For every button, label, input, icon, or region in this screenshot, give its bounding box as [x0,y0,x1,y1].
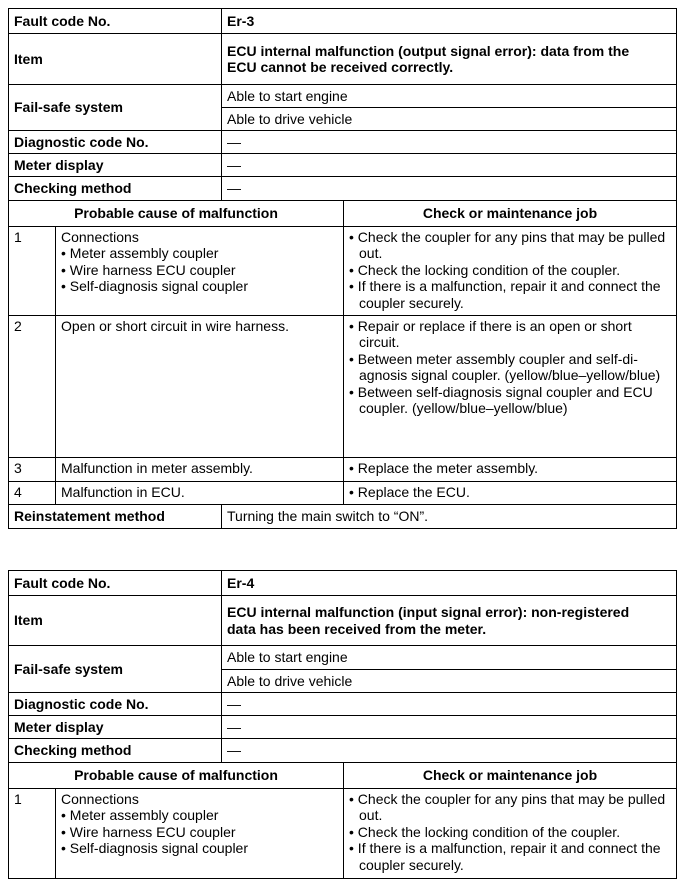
item-line: ECU internal malfunction (output signal … [227,42,630,59]
item-line: data has been received from the meter. [227,620,487,637]
diagnostic-label: Diagnostic code No. [8,130,222,154]
probable-cause: Connections • Meter assembly coupler • Wir… [54,225,345,316]
checking-label: Checking method [8,738,222,763]
meter-value: — [221,153,677,177]
row-number: 1 [8,225,56,316]
fault-table-er4: Fault code No. Er-4 Item ECU internal malfu… [7,570,677,879]
probable-cause: Malfunction in meter assembly. [54,456,345,482]
check-line: • Between meter assembly coupler and sel… [349,350,661,384]
cause-line: • Self-diagnosis signal coupler [61,840,249,856]
row-number: 2 [8,314,56,458]
check-line: • Check the locking condition of the cou… [349,823,621,840]
cause-line: • Wire harness ECU coupler [61,261,236,278]
cause-header: Probable cause of malfunction [7,201,345,227]
table-row: 2 Open or short circuit in wire harness. •… [8,314,677,458]
checking-value: — [221,176,677,201]
probable-cause: Open or short circuit in wire harness. [54,314,345,458]
check-job: • Check the coupler for any pins that ma… [343,225,677,316]
item-label: Item [8,33,222,85]
diagnostic-value: — [221,130,677,154]
check-job: • Replace the ECU. [343,480,677,505]
table-row: 1 Connections • Meter assembly coupler • Wi… [8,787,677,879]
check-line: • Repair or replace if there is an open … [349,317,632,351]
meter-label: Meter display [8,715,222,739]
diagnostic-label: Diagnostic code No. [8,692,222,716]
item-value: ECU internal malfunction (input signal e… [221,595,677,646]
item-line: ECU internal malfunction (input signal e… [227,604,630,620]
failsafe-value: Able to drive vehicle [221,669,677,693]
cause-line: • Wire harness ECU coupler [61,823,236,840]
check-header: Check or maintenance job [343,763,677,789]
item-label: Item [8,595,222,646]
cause-header: Probable cause of malfunction [7,763,345,789]
cause-line: • Self-diagnosis signal coupler [61,278,249,294]
fault-code-value: Er-4 [221,570,677,596]
failsafe-label: Fail-safe system [8,645,222,693]
cause-line: Malfunction in ECU. [61,483,185,500]
failsafe-value: Able to drive vehicle [221,107,677,131]
reinstatement-label: Reinstatement method [8,504,222,529]
check-line: • Check the coupler for any pins that ma… [349,228,666,262]
row-number: 1 [8,787,56,879]
table-row: 1 Connections • Meter assembly coupler • Wi… [8,225,677,316]
check-line: • Replace the meter assembly. [349,459,539,476]
check-line: • Replace the ECU. [349,483,470,500]
cause-line: • Meter assembly coupler [61,245,219,261]
table-row: 4 Malfunction in ECU. • Replace the ECU. [8,480,677,505]
checking-label: Checking method [8,176,222,201]
fault-code-label: Fault code No. [8,570,222,596]
row-number: 3 [8,456,56,482]
cause-line: • Meter assembly coupler [61,807,219,823]
fault-code-label: Fault code No. [8,8,222,34]
meter-value: — [221,715,677,739]
row-number: 4 [8,480,56,505]
cause-line: Connections [61,790,139,807]
check-line: • Between self-diagnosis signal coupler … [349,383,653,417]
check-job: • Replace the meter assembly. [343,456,677,482]
check-line: • If there is a malfunction, repair it a… [349,840,661,873]
reinstatement-value: Turning the main switch to “ON”. [221,504,677,529]
item-value: ECU internal malfunction (output signal … [221,33,677,85]
cause-line: Connections [61,228,139,245]
check-line: • If there is a malfunction, repair it a… [349,278,661,311]
check-line: • Check the coupler for any pins that ma… [349,790,666,824]
check-line: • Check the locking condition of the cou… [349,261,621,278]
failsafe-value: Able to start engine [221,84,677,108]
probable-cause: Connections • Meter assembly coupler • Wir… [54,787,345,879]
meter-label: Meter display [8,153,222,177]
cause-line: Open or short circuit in wire harness. [61,317,289,334]
item-line: ECU cannot be received correctly. [227,59,454,75]
checking-value: — [221,738,677,763]
check-header: Check or maintenance job [343,201,677,227]
failsafe-value: Able to start engine [221,645,677,670]
table-row: 3 Malfunction in meter assembly. • Replace… [8,456,677,482]
fault-code-value: Er-3 [221,8,677,34]
cause-line: Malfunction in meter assembly. [61,459,253,476]
check-job: • Repair or replace if there is an open … [343,314,677,458]
diagnostic-value: — [221,692,677,716]
fault-table-er3: Fault code No. Er-3 Item ECU internal malfu… [7,8,677,529]
check-job: • Check the coupler for any pins that ma… [343,787,677,879]
failsafe-label: Fail-safe system [8,84,222,131]
probable-cause: Malfunction in ECU. [54,480,345,505]
